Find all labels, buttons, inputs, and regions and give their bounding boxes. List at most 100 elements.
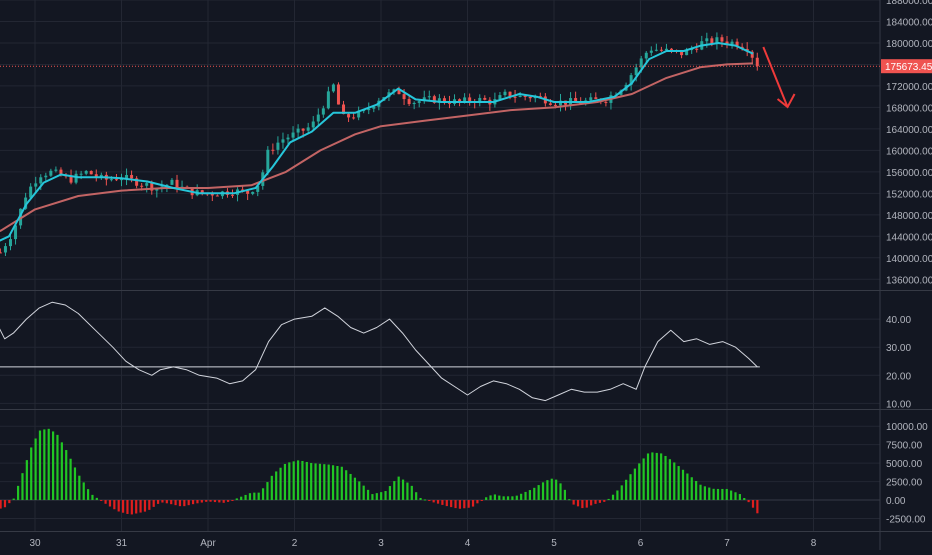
histogram-bar bbox=[25, 460, 28, 501]
histogram-bar bbox=[340, 466, 343, 501]
histogram-bar bbox=[576, 500, 580, 507]
candle-body bbox=[276, 142, 280, 150]
histogram-bar bbox=[310, 462, 313, 501]
candle-body bbox=[680, 50, 684, 56]
price-axis-tick-label: 140000.00 bbox=[886, 254, 932, 265]
price-axis-tick-label: 164000.00 bbox=[886, 125, 932, 136]
candle-body bbox=[594, 97, 598, 99]
candle-body bbox=[730, 41, 734, 45]
histogram-bar bbox=[432, 500, 435, 503]
candle-body bbox=[251, 191, 255, 194]
histogram-bar bbox=[21, 473, 24, 501]
histogram-bar bbox=[86, 489, 90, 501]
histogram-bar bbox=[703, 486, 706, 501]
histogram-bar bbox=[550, 478, 553, 501]
candle-body bbox=[296, 128, 300, 133]
candle-body bbox=[589, 97, 593, 101]
histogram-axis-tick-label: -2500.00 bbox=[886, 514, 926, 525]
candle-body bbox=[523, 95, 527, 97]
histogram-bar bbox=[366, 489, 370, 501]
candle-body bbox=[44, 175, 48, 178]
histogram-bar bbox=[397, 476, 400, 501]
histogram-bar bbox=[257, 492, 260, 501]
candle-body bbox=[654, 49, 658, 51]
candle-body bbox=[422, 97, 426, 102]
candle-body bbox=[367, 108, 371, 111]
histogram-bar bbox=[358, 481, 361, 501]
histogram-bar bbox=[200, 500, 203, 503]
histogram-bar bbox=[537, 485, 540, 501]
candle-body bbox=[357, 110, 361, 118]
histogram-bar bbox=[174, 500, 177, 506]
candle-body bbox=[710, 38, 714, 44]
histogram-bar bbox=[82, 482, 85, 501]
histogram-bar bbox=[226, 500, 230, 502]
candle-body bbox=[89, 170, 93, 175]
candle-body bbox=[231, 194, 235, 196]
histogram-bar bbox=[716, 488, 720, 501]
histogram-bar bbox=[65, 450, 68, 501]
histogram-bar bbox=[541, 482, 545, 501]
histogram-bar bbox=[375, 493, 378, 501]
histogram-bar bbox=[388, 486, 392, 501]
candle-body bbox=[478, 97, 482, 103]
price-axis-tick-label: 188000.00 bbox=[886, 0, 932, 7]
histogram-axis-tick-label: 5000.00 bbox=[886, 459, 923, 470]
histogram-bar bbox=[743, 498, 746, 501]
histogram-bar bbox=[91, 494, 94, 501]
histogram-bar bbox=[568, 499, 571, 501]
histogram-bar bbox=[436, 500, 440, 504]
candle-body bbox=[417, 101, 421, 103]
last-price-tag bbox=[881, 59, 932, 74]
histogram-bar bbox=[353, 477, 357, 501]
histogram-bar bbox=[581, 500, 584, 509]
histogram-bar bbox=[12, 498, 15, 501]
histogram-bar bbox=[270, 475, 273, 501]
histogram-bar bbox=[292, 461, 295, 501]
histogram-bar bbox=[563, 489, 567, 501]
down-arrow-head bbox=[776, 93, 796, 109]
candle-body bbox=[256, 185, 260, 192]
candle-body bbox=[140, 185, 144, 187]
histogram-bar bbox=[130, 500, 133, 515]
histogram-bar bbox=[218, 500, 221, 503]
histogram-bar bbox=[546, 480, 549, 501]
histogram-bar bbox=[60, 442, 63, 501]
histogram-bar bbox=[135, 500, 138, 514]
histogram-bar bbox=[467, 500, 470, 508]
histogram-bar bbox=[170, 500, 173, 505]
histogram-bar bbox=[178, 500, 182, 507]
candle-body bbox=[432, 96, 436, 103]
histogram-bar bbox=[161, 500, 164, 503]
time-axis-tick-label: 3 bbox=[378, 538, 384, 549]
histogram-bar bbox=[480, 500, 483, 502]
histogram-bar bbox=[441, 500, 444, 505]
time-axis-tick-label: 30 bbox=[29, 538, 41, 549]
histogram-bar bbox=[498, 495, 501, 501]
candle-body bbox=[34, 183, 38, 187]
histogram-bar bbox=[261, 488, 265, 501]
candle-body bbox=[669, 48, 673, 50]
candle-body bbox=[352, 117, 356, 119]
histogram-bar bbox=[283, 463, 287, 501]
histogram-bar bbox=[384, 491, 387, 501]
histogram-bar bbox=[191, 500, 195, 505]
candle-body bbox=[94, 174, 98, 177]
histogram-bar bbox=[458, 500, 462, 509]
candle-body bbox=[442, 98, 446, 103]
candle-body bbox=[402, 94, 406, 100]
last-price-label: 175673.45 bbox=[885, 62, 932, 73]
histogram-bar bbox=[708, 487, 711, 501]
candle-body bbox=[503, 91, 507, 96]
price-axis-tick-label: 144000.00 bbox=[886, 232, 932, 243]
histogram-bar bbox=[349, 473, 352, 501]
oscillator-axis-tick-label: 20.00 bbox=[886, 371, 911, 382]
candle-body bbox=[271, 149, 275, 151]
histogram-bar bbox=[139, 500, 142, 513]
candle-body bbox=[326, 91, 330, 109]
histogram-bar bbox=[314, 463, 317, 501]
candle-body bbox=[246, 190, 250, 194]
candle-body bbox=[715, 37, 719, 44]
